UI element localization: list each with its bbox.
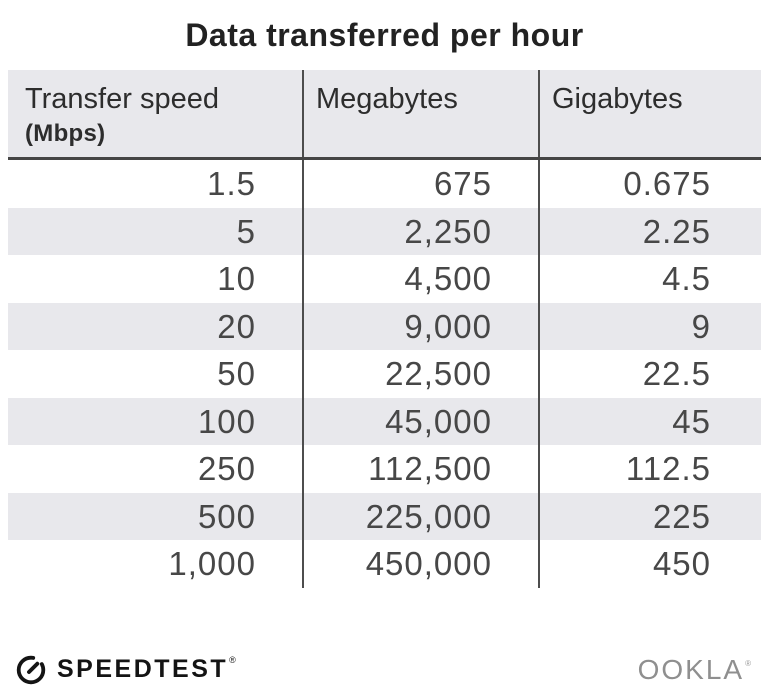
cell-megabytes: 45,000 [302, 397, 538, 445]
cell-gigabytes: 4.5 [538, 255, 761, 303]
cell-gigabytes: 22.5 [538, 350, 761, 398]
cell-megabytes: 675 [302, 160, 538, 208]
cell-transfer-speed: 50 [217, 355, 256, 392]
cell-transfer-speed: 20 [217, 307, 256, 345]
column-header-gigabytes: Gigabytes [538, 70, 761, 157]
table-row: 1,000 450,000 450 [8, 540, 761, 588]
cell-transfer-speed: 5 [236, 212, 256, 250]
cell-gigabytes: 112.5 [538, 445, 761, 493]
table-body: 1.5 675 0.675 5 2,250 2.25 10 4,500 4.5 … [8, 160, 761, 588]
table-row: 100 45,000 45 [8, 397, 761, 445]
cell-megabytes: 9,000 [302, 302, 538, 350]
table-row: 5 2,250 2.25 [8, 207, 761, 255]
table-row: 500 225,000 225 [8, 492, 761, 540]
footer: SPEEDTEST ® OOKLA® [0, 645, 769, 698]
table-row: 50 22,500 22.5 [8, 350, 761, 398]
cell-megabytes: 22,500 [302, 350, 538, 398]
cell-transfer-speed: 10 [217, 260, 256, 297]
registered-trademark-icon: ® [229, 655, 236, 665]
cell-transfer-speed: 1.5 [207, 165, 256, 202]
cell-gigabytes: 225 [538, 492, 761, 540]
column-header-megabytes: Megabytes [302, 70, 538, 157]
cell-megabytes: 450,000 [302, 540, 538, 588]
column-header-transfer-speed: Transfer speed (Mbps) [8, 70, 302, 157]
cell-gigabytes: 9 [538, 302, 761, 350]
registered-trademark-icon: ® [745, 659, 753, 668]
table-row: 250 112,500 112.5 [8, 445, 761, 493]
cell-transfer-speed: 1,000 [168, 545, 256, 582]
page-title: Data transferred per hour [185, 17, 584, 53]
table-row: 1.5 675 0.675 [8, 160, 761, 208]
cell-gigabytes: 45 [538, 397, 761, 445]
cell-gigabytes: 2.25 [538, 207, 761, 255]
cell-transfer-speed: 250 [197, 450, 256, 487]
table-header-row: Transfer speed (Mbps) Megabytes Gigabyte… [8, 70, 761, 160]
cell-transfer-speed: 100 [197, 402, 256, 440]
cell-megabytes: 225,000 [302, 492, 538, 540]
cell-transfer-speed: 500 [197, 497, 256, 535]
speedtest-wordmark: SPEEDTEST [57, 654, 229, 683]
cell-gigabytes: 0.675 [538, 160, 761, 208]
ookla-wordmark: OOKLA [637, 654, 745, 685]
cell-megabytes: 2,250 [302, 207, 538, 255]
ookla-logo: OOKLA® [638, 654, 752, 686]
table-row: 20 9,000 9 [8, 302, 761, 350]
speedtest-gauge-icon [16, 655, 46, 685]
column-header-mbps-unit: (Mbps) [25, 120, 106, 147]
cell-megabytes: 112,500 [302, 445, 538, 493]
column-header-transfer-speed-label: Transfer speed [25, 83, 219, 115]
cell-gigabytes: 450 [538, 540, 761, 588]
table-row: 10 4,500 4.5 [8, 255, 761, 303]
speedtest-logo: SPEEDTEST ® [15, 653, 236, 685]
cell-megabytes: 4,500 [302, 255, 538, 303]
data-table: Transfer speed (Mbps) Megabytes Gigabyte… [8, 70, 761, 588]
